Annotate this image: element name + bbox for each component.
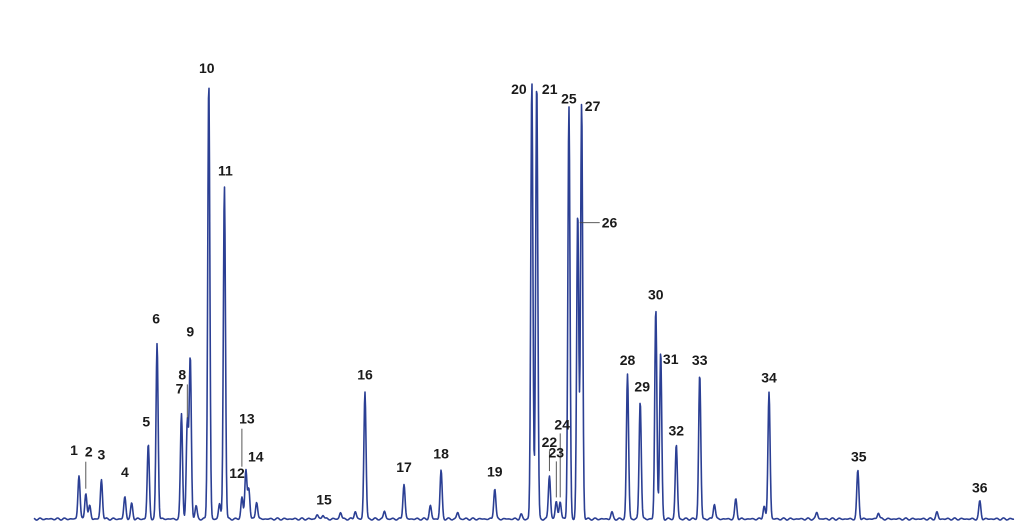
peak-label-25: 25 (561, 90, 577, 106)
peak-label-13: 13 (239, 411, 255, 427)
peak-label-24: 24 (554, 416, 570, 432)
peak-label-20: 20 (511, 81, 527, 97)
peak-label-18: 18 (433, 446, 449, 462)
peak-label-leaders (85, 222, 600, 498)
peak-label-23: 23 (549, 444, 565, 460)
peak-label-5: 5 (142, 413, 150, 429)
peak-label-14: 14 (248, 448, 264, 464)
peak-label-30: 30 (648, 286, 664, 302)
peak-label-7: 7 (176, 381, 184, 397)
peak-label-17: 17 (396, 459, 412, 475)
peak-label-16: 16 (357, 367, 373, 383)
peak-label-21: 21 (542, 81, 558, 97)
peak-label-4: 4 (121, 464, 129, 480)
peak-label-28: 28 (620, 352, 636, 368)
peak-label-35: 35 (851, 449, 867, 465)
peak-label-32: 32 (669, 422, 685, 438)
peak-label-12: 12 (229, 465, 245, 481)
peak-label-1: 1 (70, 442, 78, 458)
peak-label-29: 29 (634, 379, 650, 395)
peak-label-9: 9 (186, 324, 194, 340)
chromatogram-trace (33, 83, 1015, 521)
peak-label-36: 36 (972, 479, 988, 495)
peak-label-27: 27 (585, 98, 601, 114)
peak-label-34: 34 (761, 370, 777, 386)
peak-label-22: 22 (542, 434, 558, 450)
peak-label-31: 31 (663, 351, 679, 367)
peak-label-26: 26 (602, 215, 618, 231)
peak-label-8: 8 (178, 366, 186, 382)
peak-label-6: 6 (152, 310, 160, 326)
peak-label-33: 33 (692, 352, 708, 368)
peak-label-11: 11 (218, 162, 233, 178)
peak-label-2: 2 (85, 444, 93, 460)
peak-label-3: 3 (98, 447, 106, 463)
peak-label-15: 15 (316, 492, 332, 508)
peak-label-10: 10 (199, 60, 215, 76)
peak-label-19: 19 (487, 463, 503, 479)
